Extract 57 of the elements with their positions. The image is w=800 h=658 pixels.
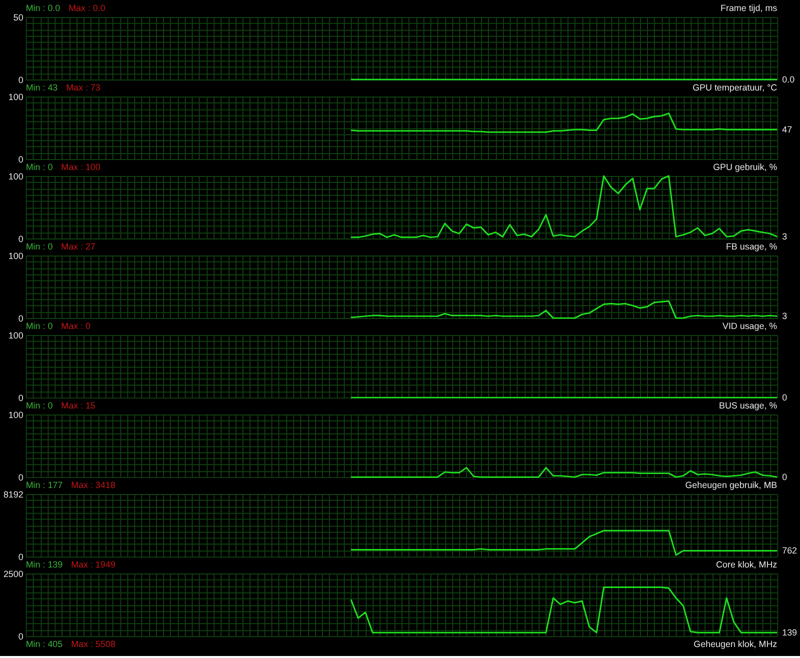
line-series <box>350 175 778 238</box>
data-label: 0.0 <box>782 74 795 85</box>
chart-title: VID usage, % <box>722 320 778 331</box>
data-label: 3 <box>782 232 788 242</box>
line-series <box>350 586 778 634</box>
chart-title: Geheugen gebruik, MB <box>685 480 778 490</box>
text: Min : 0 <box>26 241 53 252</box>
y-tick-label: 0 <box>18 154 24 165</box>
y-tick-label: 0 <box>18 75 24 86</box>
text: Min : 0 <box>26 400 53 410</box>
line-series <box>350 466 778 478</box>
y-tick-label: 0 <box>18 472 24 483</box>
chart-title: GPU temperatuur, °C <box>692 82 778 92</box>
data-label: 762 <box>782 546 798 556</box>
y-tick-label: 100 <box>8 410 24 420</box>
y-tick-label: 100 <box>8 171 24 182</box>
text: Max : 0 <box>61 320 90 331</box>
chart-title: Core klok, MHz <box>716 560 778 570</box>
text: Geheugen klok, MHz <box>694 639 778 650</box>
y-tick-label: 0 <box>18 393 24 404</box>
y-tick-label: 0 <box>18 234 24 244</box>
text: Max : 73 <box>66 82 100 92</box>
text: Min : 0 <box>26 320 53 331</box>
y-tick-label: 8192 <box>3 489 24 500</box>
text: Max : 1949 <box>71 560 116 570</box>
y-tick-label: 100 <box>8 330 24 340</box>
text: Max : 15 <box>61 400 96 410</box>
text: Max : 5508 <box>71 639 116 650</box>
y-tick-label: 0 <box>18 314 24 324</box>
y-tick-label: 0 <box>18 632 24 642</box>
y-tick-label: 0 <box>18 552 24 562</box>
text: Max : 100 <box>61 162 100 172</box>
data-label: 0 <box>782 392 788 403</box>
text: Min : 0.0 <box>26 2 60 13</box>
text: Min : 0 <box>26 162 53 172</box>
line-series <box>350 300 778 319</box>
y-tick-label: 2500 <box>3 568 24 579</box>
text: Min : 43 <box>26 82 58 92</box>
y-tick-label: 100 <box>8 250 24 261</box>
chart-title: FB usage, % <box>726 241 778 252</box>
text: Min : 139 <box>26 560 63 570</box>
data-label: 3 <box>782 311 788 322</box>
chart-title: Frame tijd, ms <box>720 2 778 13</box>
y-tick-label: 100 <box>8 92 24 102</box>
chart-title: GPU gebruik, % <box>713 162 778 172</box>
data-label: 0 <box>782 472 788 482</box>
data-label: 139 <box>782 628 798 638</box>
text: Max : 3418 <box>71 480 116 490</box>
text: Max : 27 <box>61 241 96 252</box>
y-tick-label: 50 <box>13 12 24 22</box>
data-label: 47 <box>782 124 792 135</box>
text: Min : 177 <box>26 480 63 490</box>
line-series <box>350 112 778 133</box>
line-series <box>350 530 778 556</box>
text: Max : 0.0 <box>68 2 106 13</box>
text: Min : 405 <box>26 639 63 650</box>
chart-title: BUS usage, % <box>719 400 778 410</box>
